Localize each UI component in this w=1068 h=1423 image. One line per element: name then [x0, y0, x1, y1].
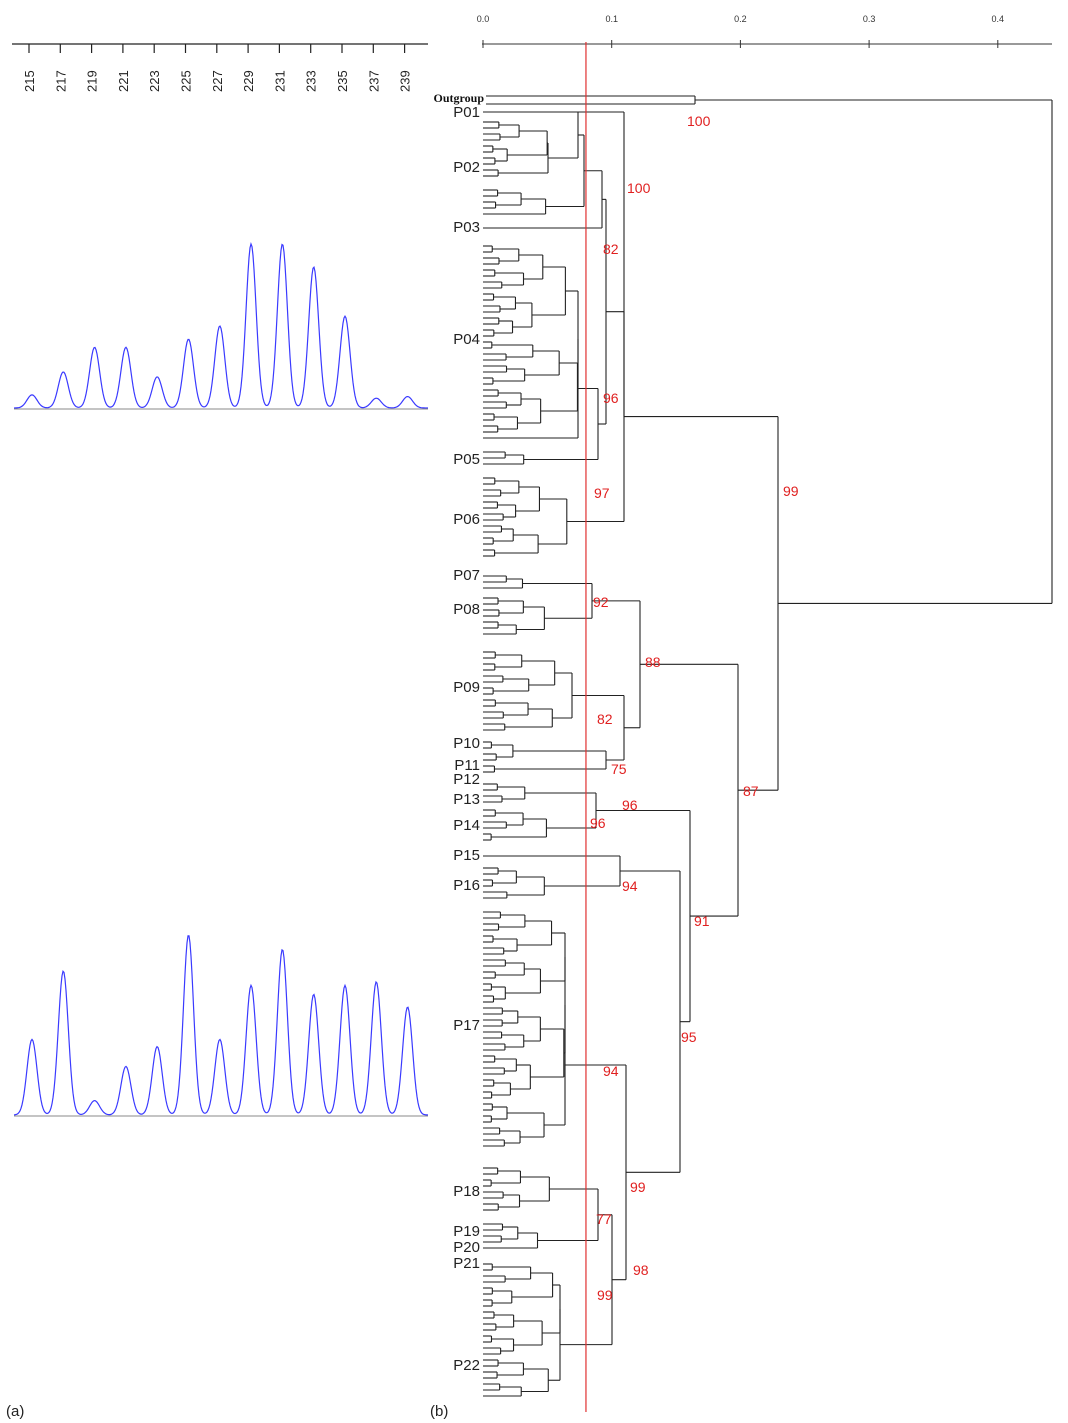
bootstrap-value: 87: [743, 783, 759, 799]
size-axis: 215 217 219 221 223 225 227 229 231 233 235 237 239: [12, 43, 428, 92]
population-label: P16: [453, 877, 480, 894]
electropherogram-trace-bottom: [13, 935, 429, 1116]
scale-tick-label: 0.2: [734, 14, 747, 24]
outgroup-label: Outgroup: [434, 91, 485, 105]
population-label: P18: [453, 1183, 480, 1200]
size-tick-label: 233: [304, 70, 319, 92]
population-label: P14: [453, 817, 480, 834]
population-label: P06: [453, 511, 480, 528]
bootstrap-value: 100: [687, 113, 711, 129]
size-tick-label: 215: [22, 70, 37, 92]
bootstrap-value: 96: [622, 797, 638, 813]
size-tick-label: 219: [85, 70, 100, 92]
bootstrap-value: 97: [594, 485, 610, 501]
bootstrap-value: 92: [593, 594, 609, 610]
size-tick-label: 225: [179, 70, 194, 92]
population-label: P01: [453, 104, 480, 121]
population-label: P08: [453, 601, 480, 618]
dendrogram: [483, 95, 1053, 1397]
bootstrap-labels: 100 100 82 96 97 99 92 88 82 75 87 96 96 94 91 95 94 99 77…: [590, 113, 799, 1303]
population-label: P04: [453, 331, 480, 348]
bootstrap-value: 82: [603, 241, 619, 257]
population-label: P21: [453, 1255, 480, 1272]
population-label: P07: [453, 567, 480, 584]
panel-b-label: (b): [430, 1403, 448, 1420]
population-label: P17: [453, 1017, 480, 1034]
bootstrap-value: 88: [645, 654, 661, 670]
bootstrap-value: 99: [630, 1179, 646, 1195]
population-label: P05: [453, 451, 480, 468]
size-tick-label: 239: [398, 70, 413, 92]
electropherogram-trace-top: [14, 242, 428, 409]
bootstrap-value: 98: [633, 1262, 649, 1278]
population-label: P09: [453, 679, 480, 696]
size-tick-label: 229: [241, 70, 256, 92]
bootstrap-value: 100: [627, 180, 651, 196]
size-tick-label: 237: [366, 70, 381, 92]
bootstrap-value: 94: [603, 1063, 619, 1079]
bootstrap-value: 77: [596, 1211, 612, 1227]
bootstrap-value: 91: [694, 913, 710, 929]
scale-tick-label: 0.3: [863, 14, 876, 24]
population-label: P03: [453, 219, 480, 236]
bootstrap-value: 99: [597, 1287, 613, 1303]
size-tick-label: 223: [147, 70, 162, 92]
distance-scale-ticks: 0.0 0.1 0.2 0.3 0.4: [477, 14, 1004, 48]
bootstrap-value: 95: [681, 1029, 697, 1045]
bootstrap-value: 94: [622, 878, 638, 894]
bootstrap-value: 96: [590, 815, 606, 831]
distance-scale: 0.0 0.1 0.2 0.3 0.4: [477, 14, 1052, 48]
panel-a-label: (a): [6, 1403, 24, 1420]
scale-tick-label: 0.1: [605, 14, 618, 24]
population-label: P11: [454, 757, 480, 774]
population-label: P02: [453, 159, 480, 176]
population-label: P19: [453, 1223, 480, 1240]
size-tick-label: 217: [53, 70, 68, 92]
population-label: P10: [453, 735, 480, 752]
scale-tick-label: 0.0: [477, 14, 490, 24]
size-tick-label: 227: [210, 70, 225, 92]
size-tick-label: 231: [272, 70, 287, 92]
size-tick-label: 221: [116, 70, 131, 92]
bootstrap-value: 99: [783, 483, 799, 499]
scale-tick-label: 0.4: [992, 14, 1005, 24]
size-axis-ticks: 215 217 219 221 223 225 227 229 231 233 235 237 239: [22, 44, 413, 92]
population-label: P15: [453, 847, 480, 864]
population-label: P13: [453, 791, 480, 808]
population-label: P12: [453, 771, 480, 788]
bootstrap-value: 75: [611, 761, 627, 777]
size-tick-label: 235: [335, 70, 350, 92]
population-label: P22: [453, 1357, 480, 1374]
population-label: P20: [453, 1239, 480, 1256]
bootstrap-value: 96: [603, 390, 619, 406]
population-labels: Outgroup P01 P02 P03 P04 P05 P06 P07 P08 P09 P10 P…: [434, 91, 485, 1374]
bootstrap-value: 82: [597, 711, 613, 727]
